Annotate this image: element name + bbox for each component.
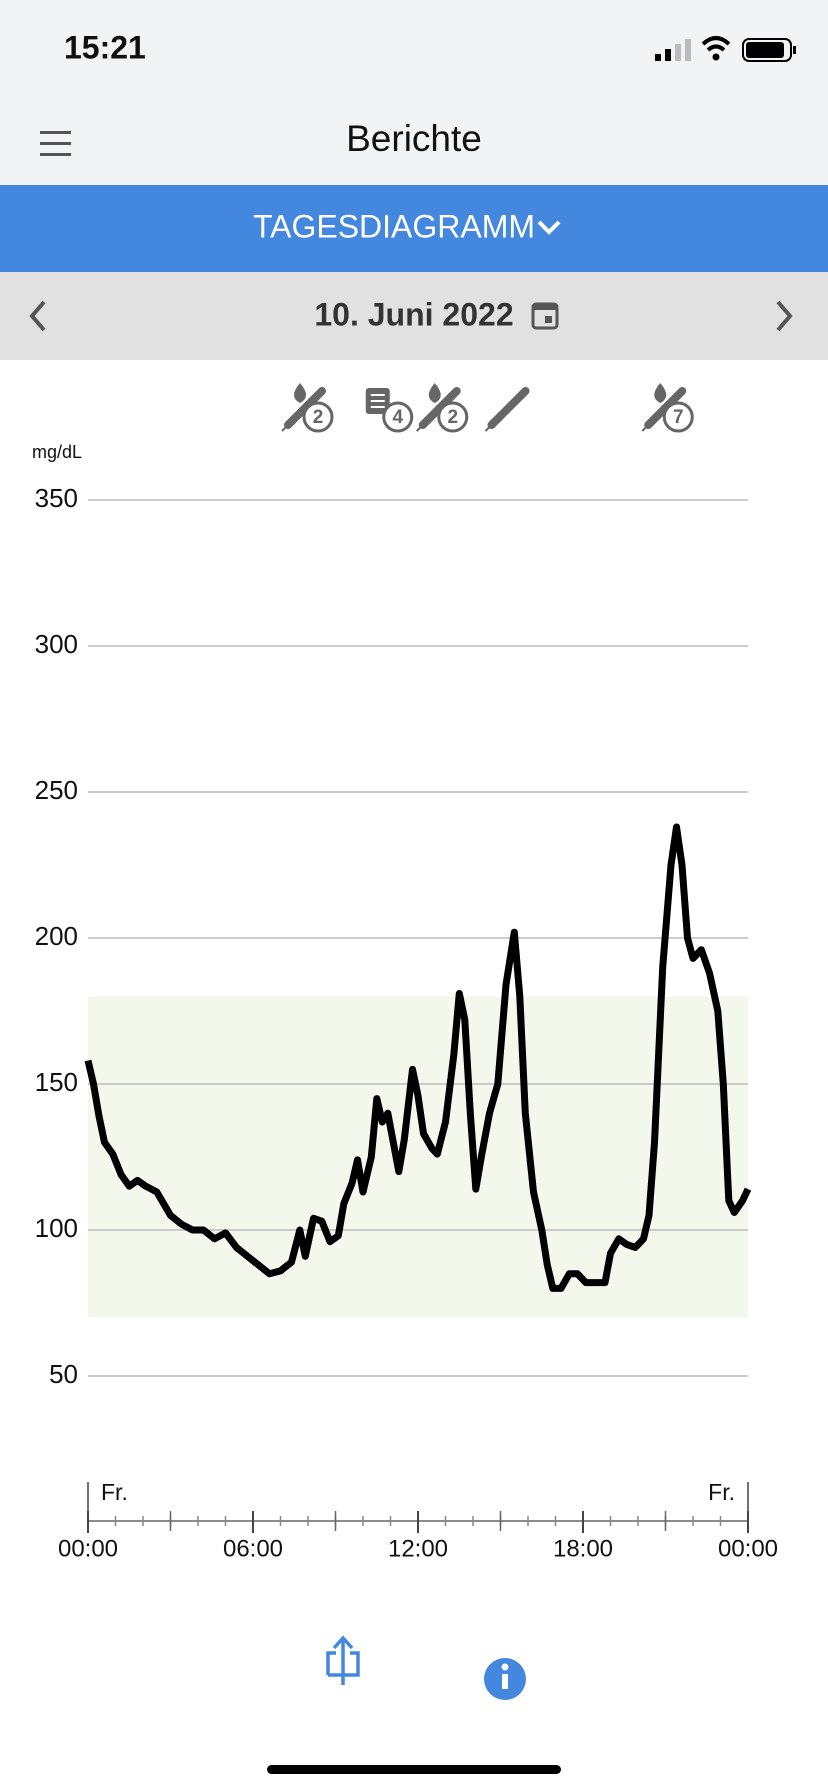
- status-time: 15:21: [64, 29, 146, 65]
- event-count: 2: [313, 407, 324, 428]
- event-count: 2: [447, 407, 458, 428]
- event-count: 7: [673, 407, 684, 428]
- day-label: Fr.: [708, 1479, 735, 1505]
- date-bar: [0, 272, 828, 360]
- x-tick-label: 06:00: [223, 1535, 283, 1562]
- plot: 50 100 150 200 250 300 350 00:00 06:00 12:00 18:00…: [35, 383, 778, 1562]
- share-button[interactable]: [326, 1635, 360, 1685]
- info-button[interactable]: [484, 1658, 526, 1700]
- syringe-tip: [281, 422, 291, 432]
- event-badge: [662, 401, 694, 433]
- event-insulin[interactable]: 2: [416, 383, 469, 433]
- event-syringe[interactable]: [484, 387, 530, 432]
- y-tick-label: 350: [35, 483, 78, 513]
- status-icons: [655, 36, 796, 62]
- y-axis-label: mg/dL: [32, 442, 82, 462]
- event-badge: [382, 401, 414, 433]
- x-tick-label: 00:00: [718, 1535, 778, 1562]
- y-tick-label: 200: [35, 921, 78, 951]
- insulin-drop: [294, 383, 306, 403]
- syringe-tip: [641, 422, 651, 432]
- calendar-icon[interactable]: [531, 302, 559, 330]
- insulin-drop: [428, 383, 441, 403]
- report-type-bar[interactable]: [0, 185, 828, 272]
- day-label: Fr.: [101, 1479, 128, 1505]
- y-tick-label: 50: [49, 1359, 78, 1389]
- event-badge: [437, 401, 469, 433]
- x-tick-label: 12:00: [388, 1535, 448, 1562]
- target-range: [88, 996, 748, 1318]
- menu-button[interactable]: [40, 131, 71, 156]
- event-insulin[interactable]: 2: [281, 383, 334, 433]
- page-title: Berichte: [346, 118, 482, 159]
- syringe-icon: [418, 387, 461, 429]
- y-tick-label: 100: [35, 1213, 78, 1243]
- event-note[interactable]: 4: [365, 388, 414, 433]
- home-indicator: [267, 1765, 561, 1774]
- prev-day[interactable]: [29, 300, 46, 332]
- syringe-tip: [484, 422, 495, 432]
- syringe-icon: [284, 387, 326, 429]
- syringe-icon: [644, 387, 687, 429]
- event-count: 4: [392, 407, 403, 428]
- report-type[interactable]: TAGESDIAGRAMM: [253, 208, 535, 244]
- dropdown-icon: [537, 220, 561, 235]
- syringe-icon: [487, 387, 530, 429]
- top-bar: [0, 0, 828, 185]
- y-tick-label: 300: [35, 629, 78, 659]
- y-tick-label: 150: [35, 1067, 78, 1097]
- y-tick-label: 250: [35, 775, 78, 805]
- date-label: 10. Juni 2022: [314, 296, 513, 332]
- syringe-tip: [416, 422, 426, 432]
- glucose-line: [84, 823, 752, 1292]
- insulin-drop: [654, 383, 667, 403]
- next-day[interactable]: [776, 300, 793, 332]
- event-badge: [302, 401, 334, 433]
- x-tick-label: 18:00: [553, 1535, 613, 1562]
- event-insulin[interactable]: 7: [641, 383, 694, 433]
- x-tick-label: 00:00: [58, 1535, 118, 1562]
